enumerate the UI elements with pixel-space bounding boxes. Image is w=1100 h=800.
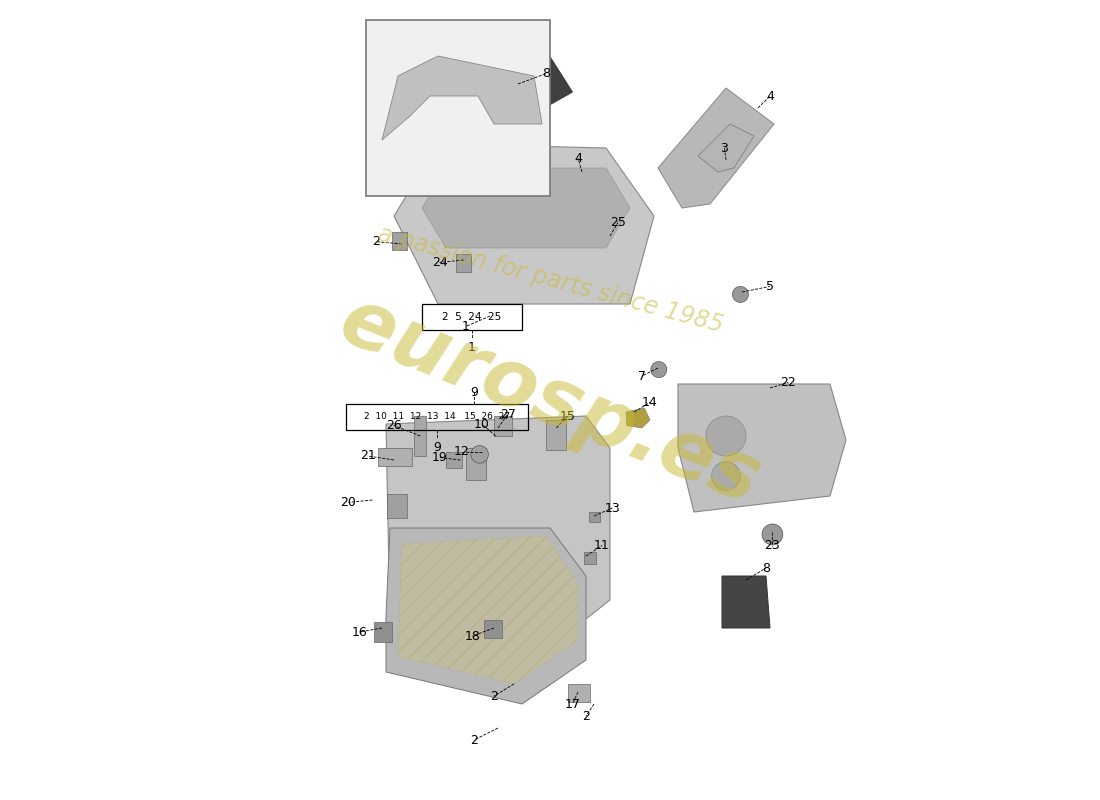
- Bar: [366, 20, 550, 196]
- Bar: [494, 416, 512, 436]
- Polygon shape: [678, 384, 846, 512]
- Polygon shape: [394, 144, 654, 304]
- Polygon shape: [722, 576, 770, 628]
- Polygon shape: [386, 528, 586, 704]
- Text: 23: 23: [764, 539, 780, 552]
- Bar: [387, 494, 407, 518]
- Text: 18: 18: [464, 630, 481, 642]
- Text: 15: 15: [560, 410, 575, 422]
- Bar: [393, 232, 407, 250]
- Polygon shape: [658, 88, 774, 208]
- Text: 3: 3: [720, 142, 728, 154]
- Circle shape: [651, 362, 667, 378]
- Text: 26: 26: [386, 419, 402, 432]
- Text: 1: 1: [469, 341, 476, 354]
- Polygon shape: [422, 168, 630, 248]
- Bar: [584, 552, 596, 564]
- Text: 2: 2: [372, 235, 379, 248]
- Text: 4: 4: [574, 152, 582, 165]
- Bar: [422, 304, 522, 330]
- Text: 17: 17: [564, 698, 581, 710]
- Text: 9: 9: [470, 386, 477, 398]
- Text: 22: 22: [781, 376, 796, 389]
- Bar: [590, 512, 600, 522]
- Text: 1: 1: [462, 320, 470, 333]
- Text: 7: 7: [638, 370, 646, 382]
- Text: 27: 27: [499, 408, 516, 421]
- Text: 5: 5: [766, 280, 774, 293]
- Bar: [456, 254, 471, 272]
- Text: 25: 25: [610, 216, 626, 229]
- Text: 13: 13: [605, 502, 620, 514]
- Text: 2  10  11  12  13  14   15  26  27: 2 10 11 12 13 14 15 26 27: [364, 412, 510, 422]
- Text: 20: 20: [341, 496, 356, 509]
- Polygon shape: [698, 124, 754, 172]
- Bar: [568, 684, 590, 702]
- Text: 8: 8: [762, 562, 770, 574]
- Polygon shape: [398, 536, 578, 684]
- Text: 2: 2: [470, 734, 477, 746]
- Text: 10: 10: [474, 418, 490, 430]
- Bar: [378, 448, 411, 466]
- Text: eurosp​.es: eurosp​.es: [329, 280, 771, 520]
- Text: 2: 2: [491, 690, 498, 702]
- Polygon shape: [386, 416, 610, 660]
- Text: 14: 14: [642, 396, 658, 409]
- Polygon shape: [496, 42, 572, 116]
- Circle shape: [762, 524, 783, 545]
- Bar: [546, 420, 566, 450]
- Text: 21: 21: [360, 450, 375, 462]
- Text: 16: 16: [352, 626, 367, 638]
- Text: 11: 11: [594, 539, 609, 552]
- Circle shape: [706, 416, 746, 456]
- Polygon shape: [382, 56, 542, 140]
- Text: 9: 9: [433, 441, 441, 454]
- Text: a passion for parts since 1985: a passion for parts since 1985: [374, 222, 726, 338]
- Bar: [466, 448, 486, 480]
- Circle shape: [712, 462, 740, 490]
- Circle shape: [471, 446, 488, 463]
- Bar: [484, 620, 502, 638]
- Text: 19: 19: [431, 451, 448, 464]
- Text: 2  5  24  25: 2 5 24 25: [442, 312, 502, 322]
- Text: 24: 24: [431, 256, 448, 269]
- Text: 4: 4: [766, 90, 774, 102]
- Bar: [446, 452, 462, 468]
- Bar: [414, 416, 426, 456]
- Bar: [346, 404, 528, 430]
- Circle shape: [733, 286, 748, 302]
- Bar: [374, 622, 392, 642]
- Polygon shape: [626, 408, 650, 428]
- Text: 12: 12: [454, 446, 470, 458]
- Text: 8: 8: [542, 67, 550, 80]
- Text: 2: 2: [582, 710, 590, 722]
